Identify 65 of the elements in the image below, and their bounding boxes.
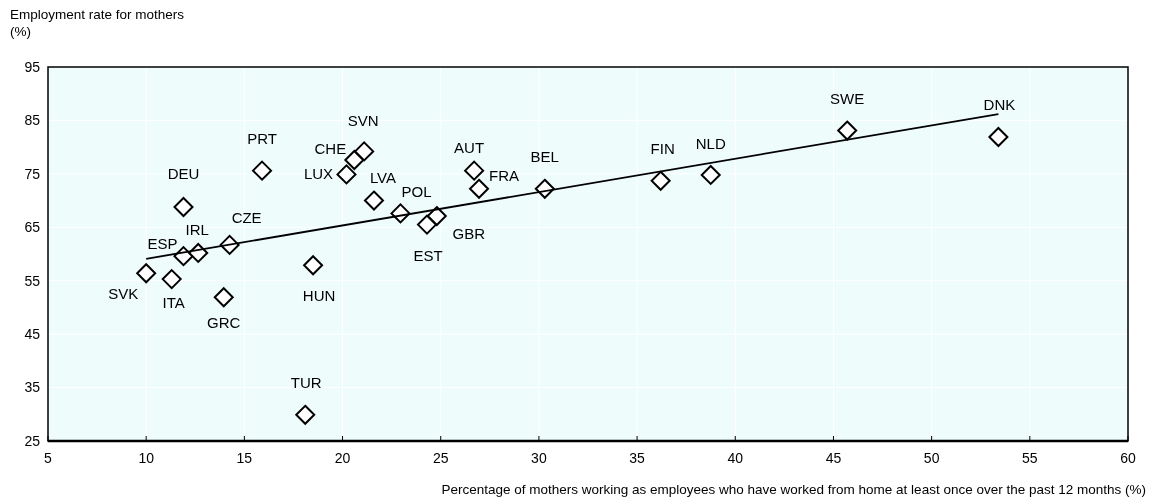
annotation: ITA — [162, 294, 185, 312]
x-tick-label: 60 — [1120, 450, 1136, 466]
point — [173, 196, 194, 217]
point — [650, 170, 671, 191]
y-tick-label: 95 — [24, 58, 41, 75]
x-tick-label: 45 — [825, 450, 842, 466]
annotation: SVK — [108, 285, 139, 303]
x-tick-label: 20 — [334, 450, 351, 466]
x-tick-label: 40 — [727, 450, 744, 466]
annotation: AUT — [454, 138, 485, 156]
x-tick-label: 50 — [923, 450, 940, 466]
annotation: LVA — [369, 168, 397, 186]
x-tick-label: 30 — [531, 450, 547, 466]
y-tick-label: 35 — [24, 379, 41, 396]
y-axis-title: Employment rate for mothers (%) — [10, 7, 185, 39]
point — [464, 160, 485, 181]
annotation: ESP — [147, 235, 178, 253]
point — [336, 164, 357, 185]
y-tick-label: 25 — [24, 432, 41, 449]
point — [363, 190, 384, 211]
x-tick-label: 15 — [236, 450, 253, 466]
x-tick-label: 25 — [432, 450, 449, 466]
annotation: HUN — [302, 287, 336, 305]
point — [988, 126, 1009, 147]
annotation: CHE — [314, 140, 347, 158]
annotation: SWE — [830, 89, 865, 107]
annotation: GBR — [452, 225, 486, 243]
annotation: DEU — [167, 165, 200, 183]
annotation: NLD — [695, 135, 726, 153]
point — [426, 206, 447, 227]
annotation: BEL — [530, 148, 559, 166]
annotation: DNK — [983, 96, 1016, 114]
point — [469, 178, 490, 199]
point — [295, 404, 316, 425]
x-tick-label: 5 — [44, 450, 53, 466]
y-tick-label: 75 — [24, 165, 41, 182]
x-tick-label: 55 — [1022, 450, 1038, 466]
point — [136, 263, 157, 284]
annotation: FIN — [650, 140, 675, 158]
point — [344, 149, 365, 170]
annotation: IRL — [185, 221, 209, 239]
y-tick-label: 45 — [24, 326, 41, 343]
annotation: GRC — [207, 313, 241, 331]
annotation: CZE — [231, 209, 262, 227]
x-tick-label: 35 — [629, 450, 646, 466]
x-tick-label: 10 — [138, 450, 155, 466]
annotation: FRA — [489, 167, 520, 185]
annotation: POL — [401, 182, 432, 200]
y-tick-label: 85 — [24, 112, 41, 129]
annotation: LUX — [303, 164, 334, 182]
x-axis-title: Percentage of mothers working as employees who have worked from home at least once over the past 12 months (%) — [441, 482, 1146, 497]
y-tick-label: 55 — [24, 272, 41, 289]
point — [700, 164, 721, 185]
y-tick-label: 65 — [24, 219, 41, 236]
point — [252, 160, 273, 181]
point — [161, 269, 182, 290]
point — [303, 255, 324, 276]
point — [416, 214, 437, 235]
point — [213, 287, 234, 308]
annotation: SVN — [347, 111, 379, 129]
point — [354, 141, 375, 162]
annotation: PRT — [247, 129, 277, 147]
annotation: TUR — [290, 374, 322, 392]
annotation: EST — [413, 246, 443, 264]
point — [837, 120, 858, 141]
